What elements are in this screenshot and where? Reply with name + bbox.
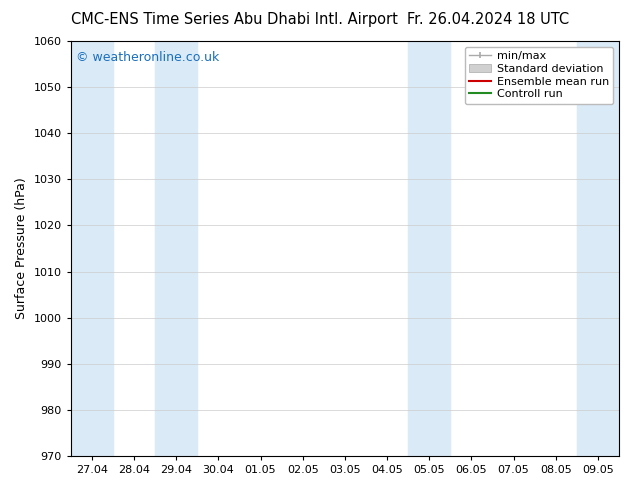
Bar (577, 41, 619, 456)
Text: © weatheronline.co.uk: © weatheronline.co.uk (76, 51, 219, 64)
Text: CMC-ENS Time Series Abu Dhabi Intl. Airport: CMC-ENS Time Series Abu Dhabi Intl. Airp… (71, 12, 398, 27)
Bar (71, 41, 113, 456)
Y-axis label: Surface Pressure (hPa): Surface Pressure (hPa) (15, 178, 28, 319)
Bar (155, 41, 197, 456)
Bar (408, 41, 450, 456)
Legend: min/max, Standard deviation, Ensemble mean run, Controll run: min/max, Standard deviation, Ensemble me… (465, 47, 614, 104)
Text: Fr. 26.04.2024 18 UTC: Fr. 26.04.2024 18 UTC (407, 12, 569, 27)
